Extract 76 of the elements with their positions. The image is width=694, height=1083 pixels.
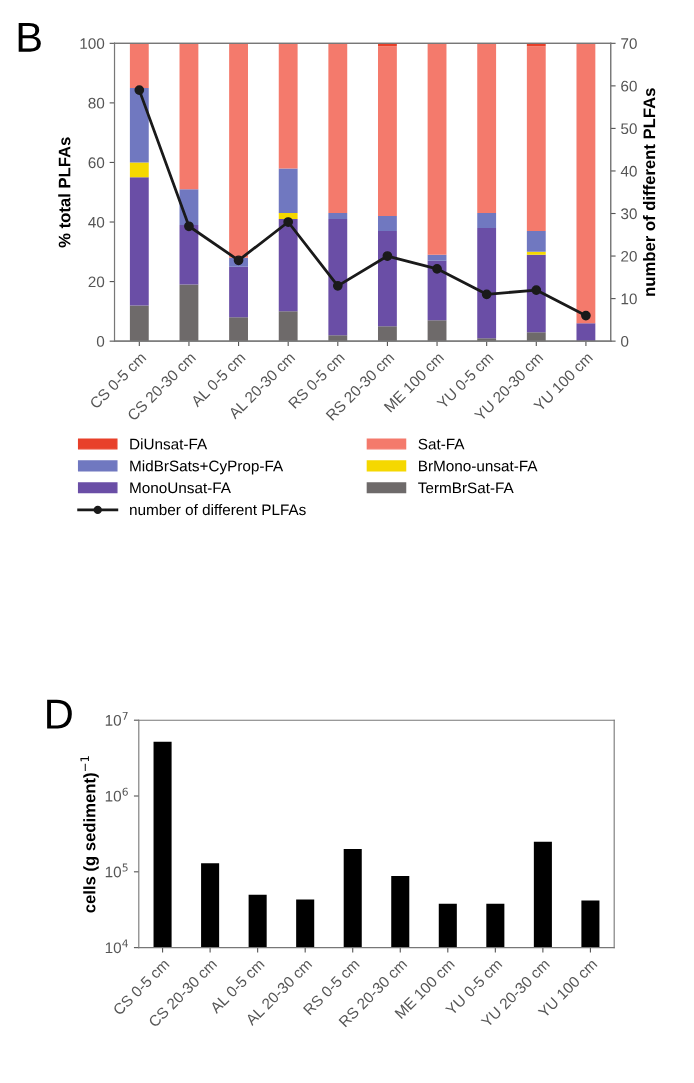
y-tick-label: 0 (96, 336, 105, 347)
bar (526, 254, 546, 333)
bar (378, 46, 397, 217)
y-tick-label: 20 (88, 276, 105, 288)
bar (278, 213, 298, 220)
point (581, 310, 591, 321)
point (382, 251, 393, 261)
bar (278, 43, 298, 169)
bar (378, 230, 397, 327)
legend-label: MonoUnsat-FA (130, 482, 231, 494)
bar (427, 320, 447, 342)
legend-label: DiUnsat-FA (130, 438, 208, 450)
bar (278, 168, 298, 214)
bar (129, 177, 149, 306)
y2-tick-label: 0 (621, 336, 629, 347)
bar (229, 317, 248, 342)
bar (129, 87, 149, 163)
y-tick-label: 60 (88, 157, 105, 169)
y2-tick-label: 50 (621, 123, 637, 135)
bar (526, 332, 546, 342)
bar (576, 43, 596, 324)
bar (229, 266, 248, 318)
bar (526, 46, 546, 231)
y-tick-label: 10$^{6}$ (105, 787, 128, 802)
chart-title: B (18, 22, 41, 52)
y-tick-label: 100 (80, 38, 105, 50)
y-tick-label: 80 (88, 97, 105, 109)
bar (477, 227, 497, 339)
point (184, 221, 194, 232)
bar (576, 323, 596, 342)
y2-tick-label: 20 (621, 250, 637, 262)
bar (328, 213, 348, 220)
bar (378, 216, 397, 231)
y-tick-label: 10$^{5}$ (105, 863, 128, 878)
y-tick-label: 40 (88, 216, 105, 228)
point (481, 289, 492, 300)
bar (179, 43, 199, 190)
bar (526, 251, 546, 255)
bar (477, 43, 497, 214)
y2-tick-label: 60 (621, 80, 637, 92)
y2-tick-label: 10 (621, 293, 637, 305)
y2-tick-label: 40 (620, 165, 637, 177)
bar (229, 43, 248, 258)
bar (477, 213, 497, 228)
legend-label: number of different PLFAs (130, 503, 306, 516)
y-axis-title: cells (g sediment)$^{−1}$ (80, 756, 99, 913)
bar (179, 224, 199, 285)
bar (129, 305, 149, 342)
y2-axis-title: number of different PLFAs (642, 88, 656, 296)
chart-title: D (47, 699, 72, 729)
point (332, 280, 343, 291)
bar (278, 311, 298, 342)
bar (526, 230, 546, 252)
bar (328, 43, 348, 214)
bar (427, 43, 447, 255)
bar (179, 284, 199, 342)
point (432, 263, 442, 274)
y-tick-label: 10$^{4}$ (105, 939, 128, 954)
y2-tick-label: 30 (621, 208, 637, 220)
bar (328, 219, 348, 336)
bar (129, 43, 149, 88)
point (134, 85, 145, 95)
y2-tick-label: 70 (621, 38, 637, 50)
legend-label: MidBrSats+CyProp-FA (130, 460, 284, 475)
legend-label: BrMono-unsat-FA (419, 460, 538, 472)
bar (427, 254, 447, 261)
point (283, 217, 294, 227)
bar (278, 219, 298, 312)
y-axis-title: % total PLFAs (58, 137, 71, 248)
legend-label: TermBrSat-FA (418, 482, 514, 494)
bar (129, 162, 149, 178)
bar (378, 326, 397, 342)
point (233, 255, 244, 266)
point (531, 285, 542, 295)
y-tick-label: 10$^{7}$ (105, 711, 128, 726)
legend-label: Sat-FA (418, 438, 465, 450)
